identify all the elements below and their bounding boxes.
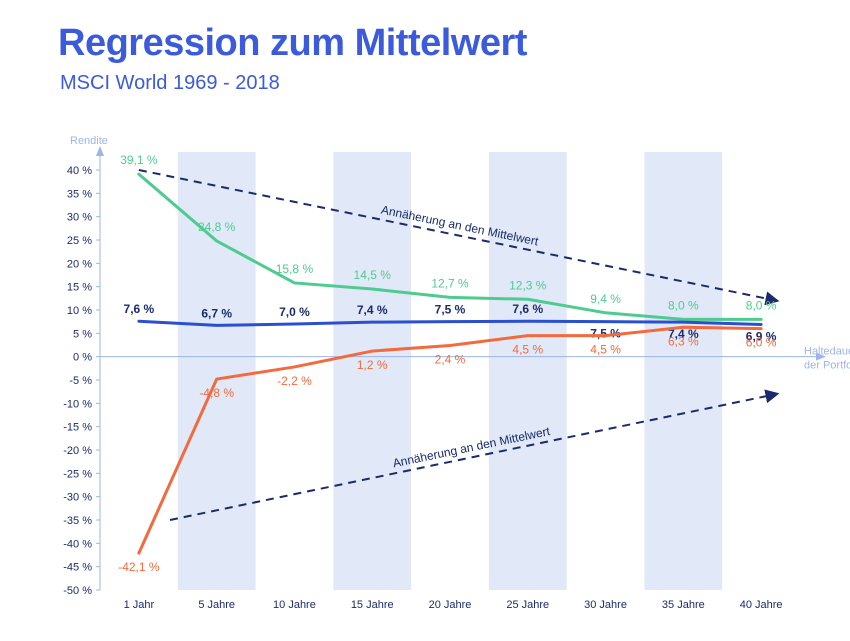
x-tick-label: 15 Jahre: [351, 599, 394, 611]
data-label: 39,1 %: [120, 153, 158, 167]
x-tick-label: 20 Jahre: [429, 599, 472, 611]
data-label: 7,6 %: [512, 302, 543, 316]
x-tick-label: 5 Jahre: [198, 599, 235, 611]
data-label: 15,8 %: [276, 262, 314, 276]
y-tick-label: -10 %: [63, 398, 92, 410]
y-tick-label: 30 %: [67, 212, 92, 224]
chart-container: Regression zum Mittelwert MSCI World 196…: [0, 0, 850, 641]
data-label: 2,4 %: [435, 352, 466, 366]
data-label: -2,2 %: [277, 374, 312, 388]
y-axis-label: Rendite: [70, 135, 108, 147]
y-axis-arrow: [96, 146, 104, 156]
y-tick-label: 25 %: [67, 235, 92, 247]
y-tick-label: -25 %: [63, 468, 92, 480]
y-tick-label: -20 %: [63, 445, 92, 457]
y-tick-label: -40 %: [63, 538, 92, 550]
x-tick-label: 30 Jahre: [584, 599, 627, 611]
band: [489, 152, 567, 590]
x-tick-label: 25 Jahre: [506, 599, 549, 611]
y-tick-label: 35 %: [67, 188, 92, 200]
data-label: 7,4 %: [357, 303, 388, 317]
y-tick-label: 15 %: [67, 282, 92, 294]
data-label: 6,0 %: [746, 336, 777, 350]
data-label: 14,5 %: [354, 268, 392, 282]
data-label: 6,3 %: [668, 334, 699, 348]
y-tick-label: 5 %: [73, 328, 92, 340]
data-label: 4,5 %: [590, 343, 621, 357]
y-tick-label: -35 %: [63, 515, 92, 527]
y-tick-label: 0 %: [73, 352, 92, 364]
y-tick-label: -50 %: [63, 585, 92, 597]
x-tick-label: 10 Jahre: [273, 599, 316, 611]
data-label: -42,1 %: [118, 560, 160, 574]
data-label: 7,6 %: [124, 302, 155, 316]
y-tick-label: -45 %: [63, 562, 92, 574]
chart-svg: -50 % -45 % -40 % -35 % -30 % -25 % -20 % -15 %…: [0, 0, 850, 641]
data-label: 8,0 %: [668, 298, 699, 312]
x-tick-label: 40 Jahre: [740, 599, 783, 611]
y-tick-label: 20 %: [67, 258, 92, 270]
data-label: 8,0 %: [746, 298, 777, 312]
y-tick-label: -5 %: [69, 375, 92, 387]
x-axis-label: Haltedauer: [804, 346, 850, 358]
x-tick-label: 1 Jahr: [124, 599, 155, 611]
data-label: 6,7 %: [201, 306, 232, 320]
data-label: 4,5 %: [512, 343, 543, 357]
data-label: 9,4 %: [590, 292, 621, 306]
band: [644, 152, 722, 590]
y-tick-label: 40 %: [67, 165, 92, 177]
data-label: 1,2 %: [357, 358, 388, 372]
x-axis-label: der Portfolios: [804, 360, 850, 372]
data-label: 24,8 %: [198, 220, 236, 234]
data-label: 12,3 %: [509, 278, 547, 292]
data-label: 7,0 %: [279, 305, 310, 319]
y-tick-label: 10 %: [67, 305, 92, 317]
x-tick-label: 35 Jahre: [662, 599, 705, 611]
data-label: 7,5 %: [435, 303, 466, 317]
y-tick-label: -30 %: [63, 492, 92, 504]
data-label: -4,8 %: [199, 386, 234, 400]
y-tick-label: -15 %: [63, 422, 92, 434]
data-label: 12,7 %: [431, 276, 469, 290]
